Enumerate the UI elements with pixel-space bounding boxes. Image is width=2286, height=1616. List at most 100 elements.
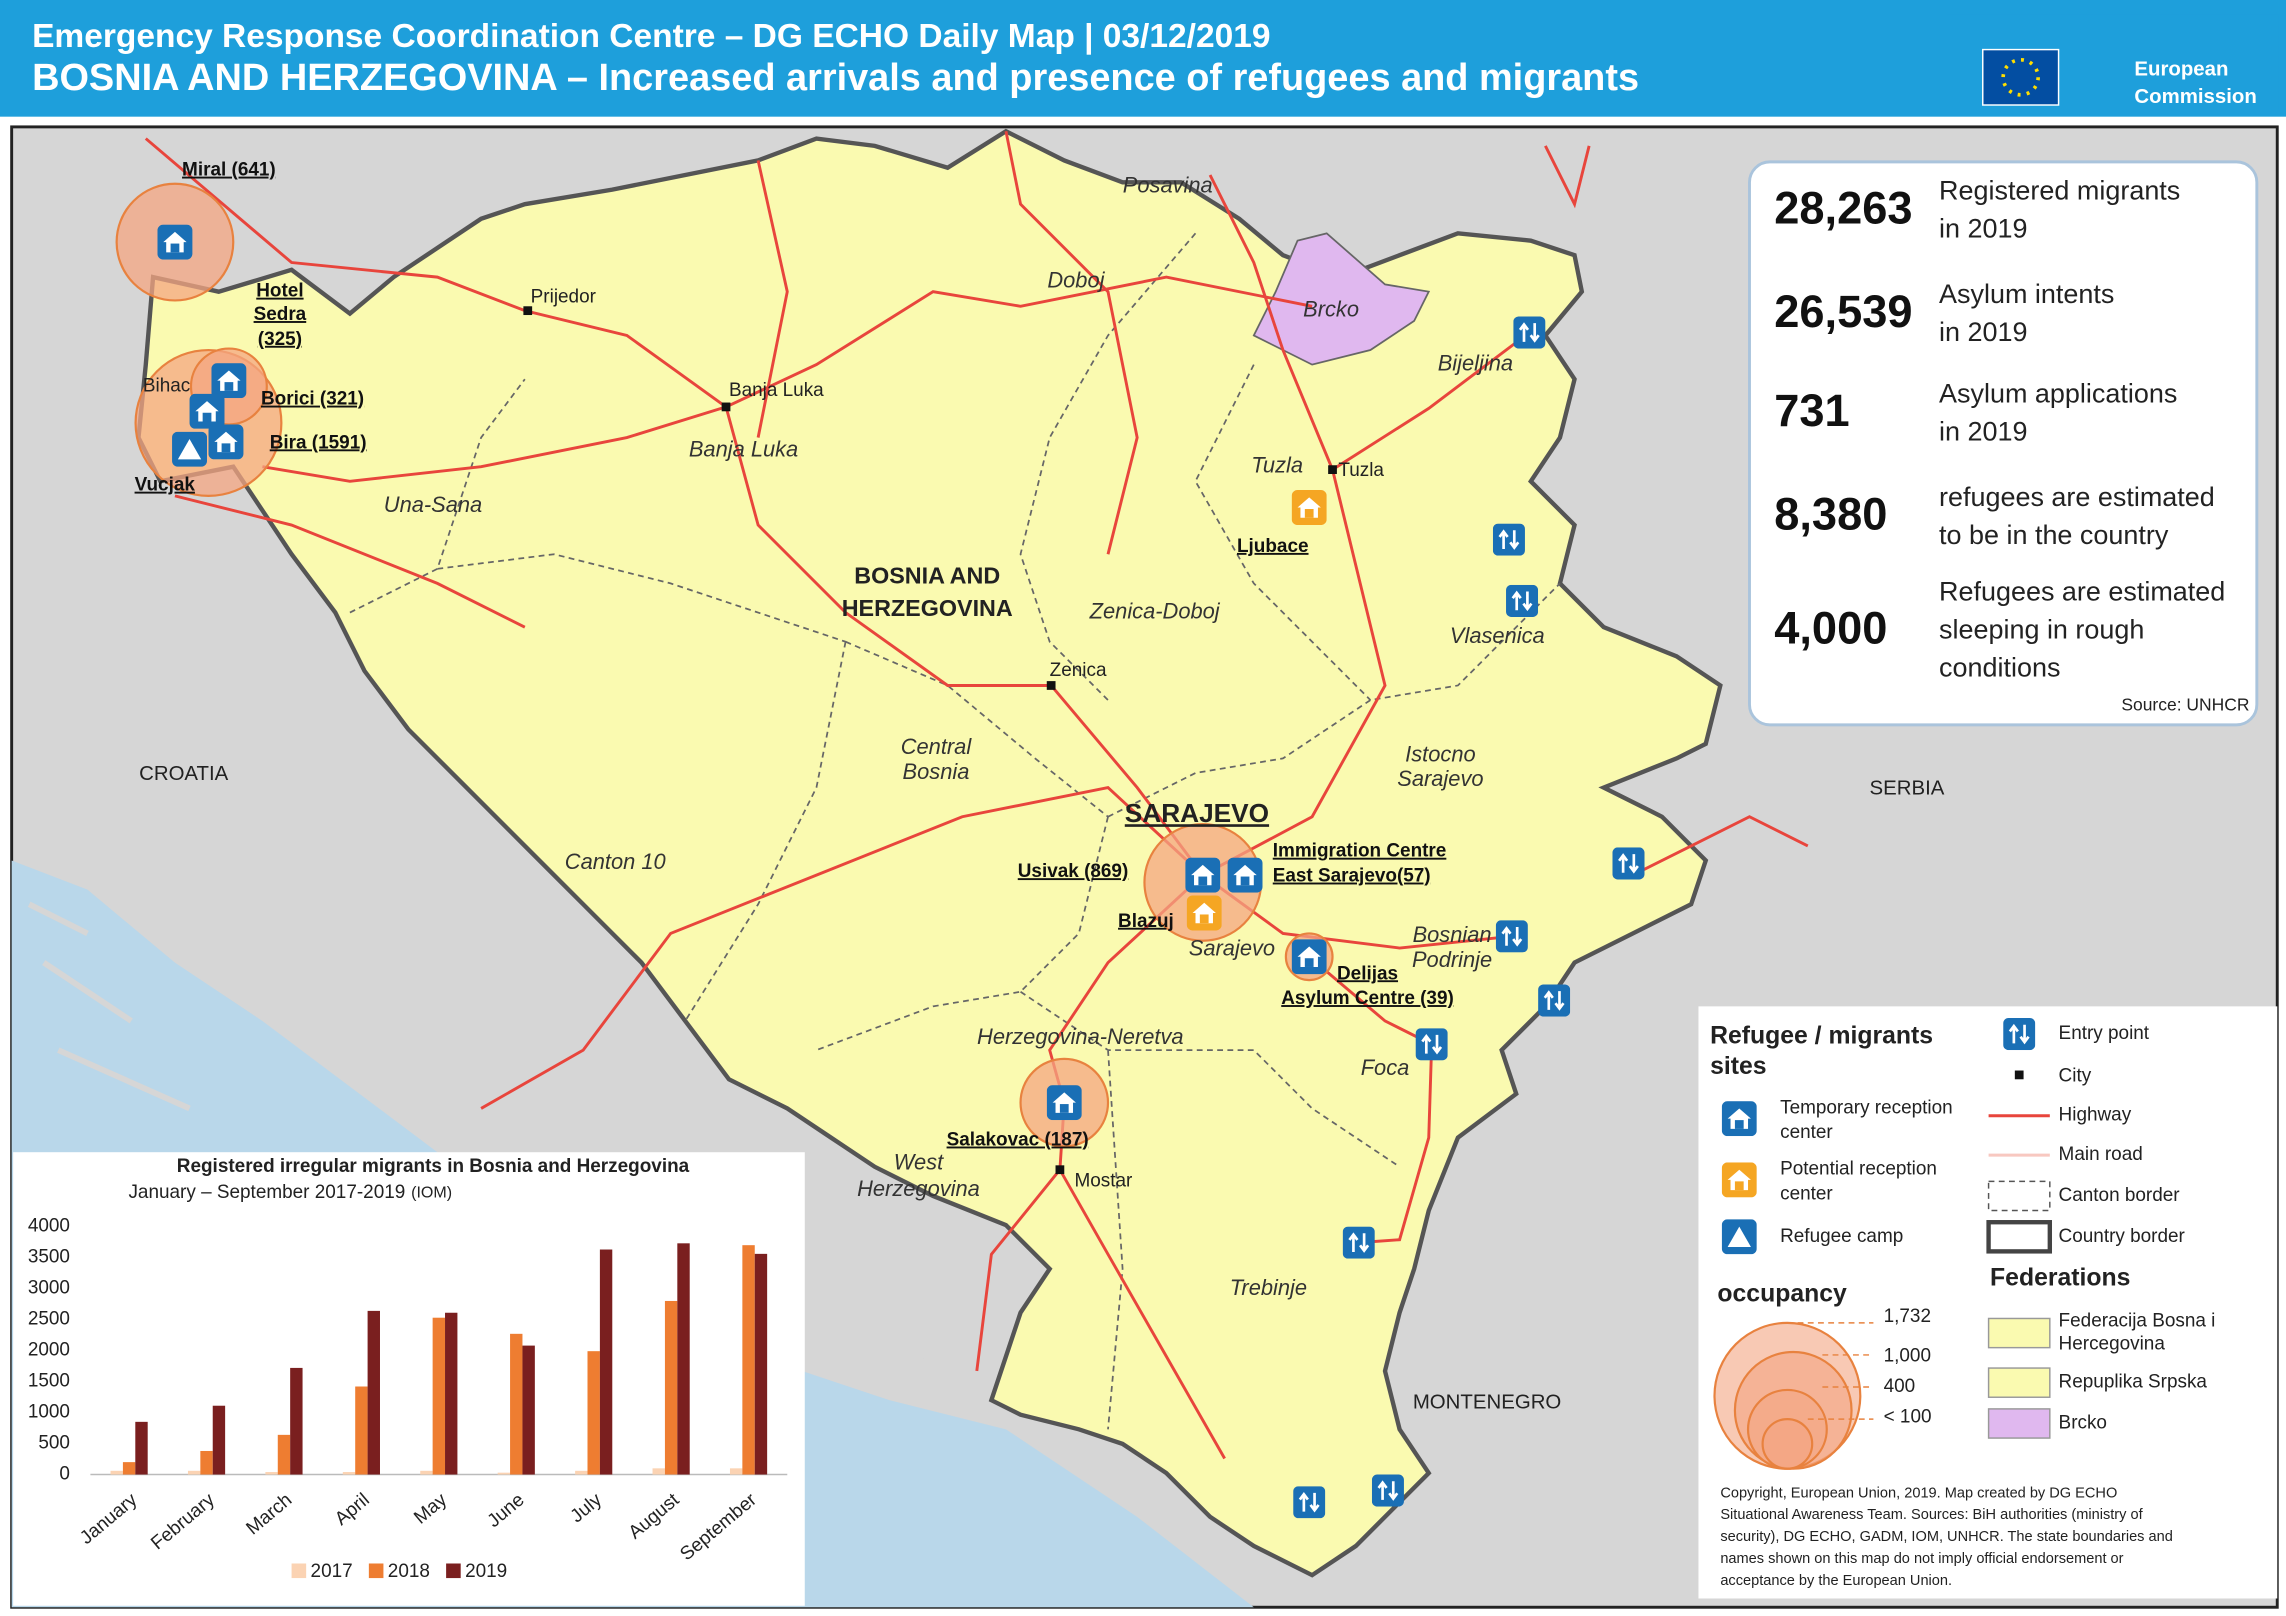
site-label: Ljubace	[1237, 536, 1309, 557]
legend-label: Main road	[2059, 1144, 2143, 1165]
bar	[575, 1470, 588, 1475]
region-label: Doboj	[1047, 267, 1105, 292]
reception-icon	[208, 424, 244, 460]
bar	[497, 1472, 511, 1475]
potential-icon	[1291, 490, 1327, 526]
bar	[587, 1351, 600, 1475]
header-title: Emergency Response Coordination Centre –…	[32, 18, 1270, 55]
bar	[122, 1462, 136, 1475]
reception-icon	[211, 363, 247, 399]
copyright: security), DG ECHO, GADM, IOM, UNHCR. Th…	[1720, 1529, 2173, 1545]
bar	[135, 1421, 148, 1475]
site-label: Usivak (869)	[1018, 861, 1129, 882]
legend-label: 2017	[311, 1561, 353, 1582]
bar	[510, 1333, 523, 1475]
stat-text: Asylum intents	[1939, 279, 2114, 309]
camp-icon	[172, 431, 208, 467]
region-label: Trebinje	[1230, 1275, 1307, 1300]
bar	[277, 1434, 291, 1475]
region-label: Herzegovina	[857, 1176, 980, 1201]
logo-text: Commission	[2134, 86, 2256, 108]
entry-icon	[1506, 584, 1539, 617]
legend-label: Canton border	[2059, 1185, 2180, 1206]
legend-label: Federacija Bosna i	[2059, 1310, 2216, 1331]
y-tick-label: 2500	[28, 1309, 70, 1330]
bar	[432, 1317, 446, 1475]
legend-icon	[2014, 1070, 2024, 1080]
occupancy-label: 1,000	[1884, 1345, 1931, 1366]
stat-text: in 2019	[1939, 214, 2027, 244]
stat-text: refugees are estimated	[1939, 482, 2215, 512]
region-label: Una-Sana	[384, 492, 482, 517]
legend-label: 2019	[465, 1561, 507, 1582]
country-name: HERZEGOVINA	[842, 595, 1013, 621]
legend-label: 2018	[388, 1561, 430, 1582]
y-tick-label: 1000	[28, 1402, 70, 1423]
brcko-district	[1252, 232, 1431, 366]
region-label: Posavina	[1123, 172, 1213, 197]
header-bar	[0, 0, 2286, 120]
region-label: Canton 10	[565, 849, 666, 874]
entry-icon	[1293, 1486, 1326, 1519]
reception-icon	[157, 224, 193, 260]
legend-box	[1698, 1006, 2278, 1599]
stats-box	[1748, 160, 2259, 727]
copyright: Copyright, European Union, 2019. Map cre…	[1720, 1485, 2117, 1501]
occupancy-label: < 100	[1884, 1407, 1932, 1428]
site-label: Immigration Centre	[1273, 841, 1447, 862]
stat-value: 28,263	[1774, 182, 1912, 233]
legend-label: Hercegovina	[2059, 1334, 2166, 1355]
city-dot	[1046, 681, 1056, 690]
legend-swatch	[1987, 1317, 2051, 1349]
islands	[27, 901, 964, 1374]
y-tick-label: 1500	[28, 1371, 70, 1392]
legend-label: Highway	[2059, 1105, 2132, 1126]
stat-text: conditions	[1939, 653, 2060, 683]
chart-title: Registered irregular migrants in Bosnia …	[177, 1156, 690, 1177]
occupancy-label: 1,732	[1884, 1306, 1931, 1327]
site-label: Hotel	[256, 281, 303, 302]
legend-label: City	[2059, 1065, 2092, 1086]
eu-flag	[1982, 48, 2060, 106]
legend-label: Temporary reception	[1780, 1097, 1953, 1118]
stat-text: Registered migrants	[1939, 176, 2180, 206]
legend-title: Refugee / migrants	[1710, 1023, 1933, 1050]
city-label: Tuzla	[1338, 460, 1384, 481]
region-label: Herzegovina-Neretva	[977, 1024, 1184, 1049]
site-label: East Sarajevo(57)	[1273, 866, 1431, 887]
city-dot	[1055, 1165, 1065, 1175]
y-tick-label: 0	[59, 1464, 70, 1485]
stat-text: sleeping in rough	[1939, 615, 2144, 645]
stat-text: Asylum applications	[1939, 378, 2177, 408]
stat-text: to be in the country	[1939, 520, 2169, 550]
copyright: Situational Awareness Team. Sources: BiH…	[1720, 1507, 2143, 1523]
scale-circle	[1761, 1418, 1814, 1470]
chart-source: (IOM)	[411, 1183, 452, 1201]
legend-swatch	[1987, 1367, 2051, 1398]
occupancy-scale	[1713, 1321, 1862, 1470]
site-label: Salakovac (187)	[947, 1130, 1089, 1151]
country-label: SERBIA	[1870, 777, 1945, 799]
legend-icon	[1721, 1101, 1757, 1137]
site-label: Borici (321)	[261, 389, 364, 410]
legend-label: Potential reception	[1780, 1159, 1937, 1180]
bar	[110, 1470, 123, 1475]
legend-label: Entry point	[2059, 1023, 2150, 1044]
stat-text: in 2019	[1939, 416, 2027, 446]
stat-text: Refugees are estimated	[1939, 577, 2225, 607]
entry-icon	[1495, 920, 1528, 953]
stat-value: 731	[1774, 385, 1849, 436]
country-name: BOSNIA AND	[854, 563, 1000, 589]
region-label: Bijeljina	[1438, 350, 1513, 375]
entry-icon	[1342, 1226, 1375, 1259]
bar	[200, 1450, 213, 1475]
city-label: Zenica	[1050, 660, 1107, 681]
bar	[212, 1405, 226, 1475]
region-label: Banja Luka	[689, 436, 798, 461]
site-label: Delijas	[1337, 963, 1398, 984]
country-label: CROATIA	[139, 763, 229, 785]
copyright: names shown on this map do not imply off…	[1720, 1551, 2123, 1567]
legend-label: Country border	[2059, 1226, 2185, 1247]
region-label: Central	[901, 734, 973, 759]
